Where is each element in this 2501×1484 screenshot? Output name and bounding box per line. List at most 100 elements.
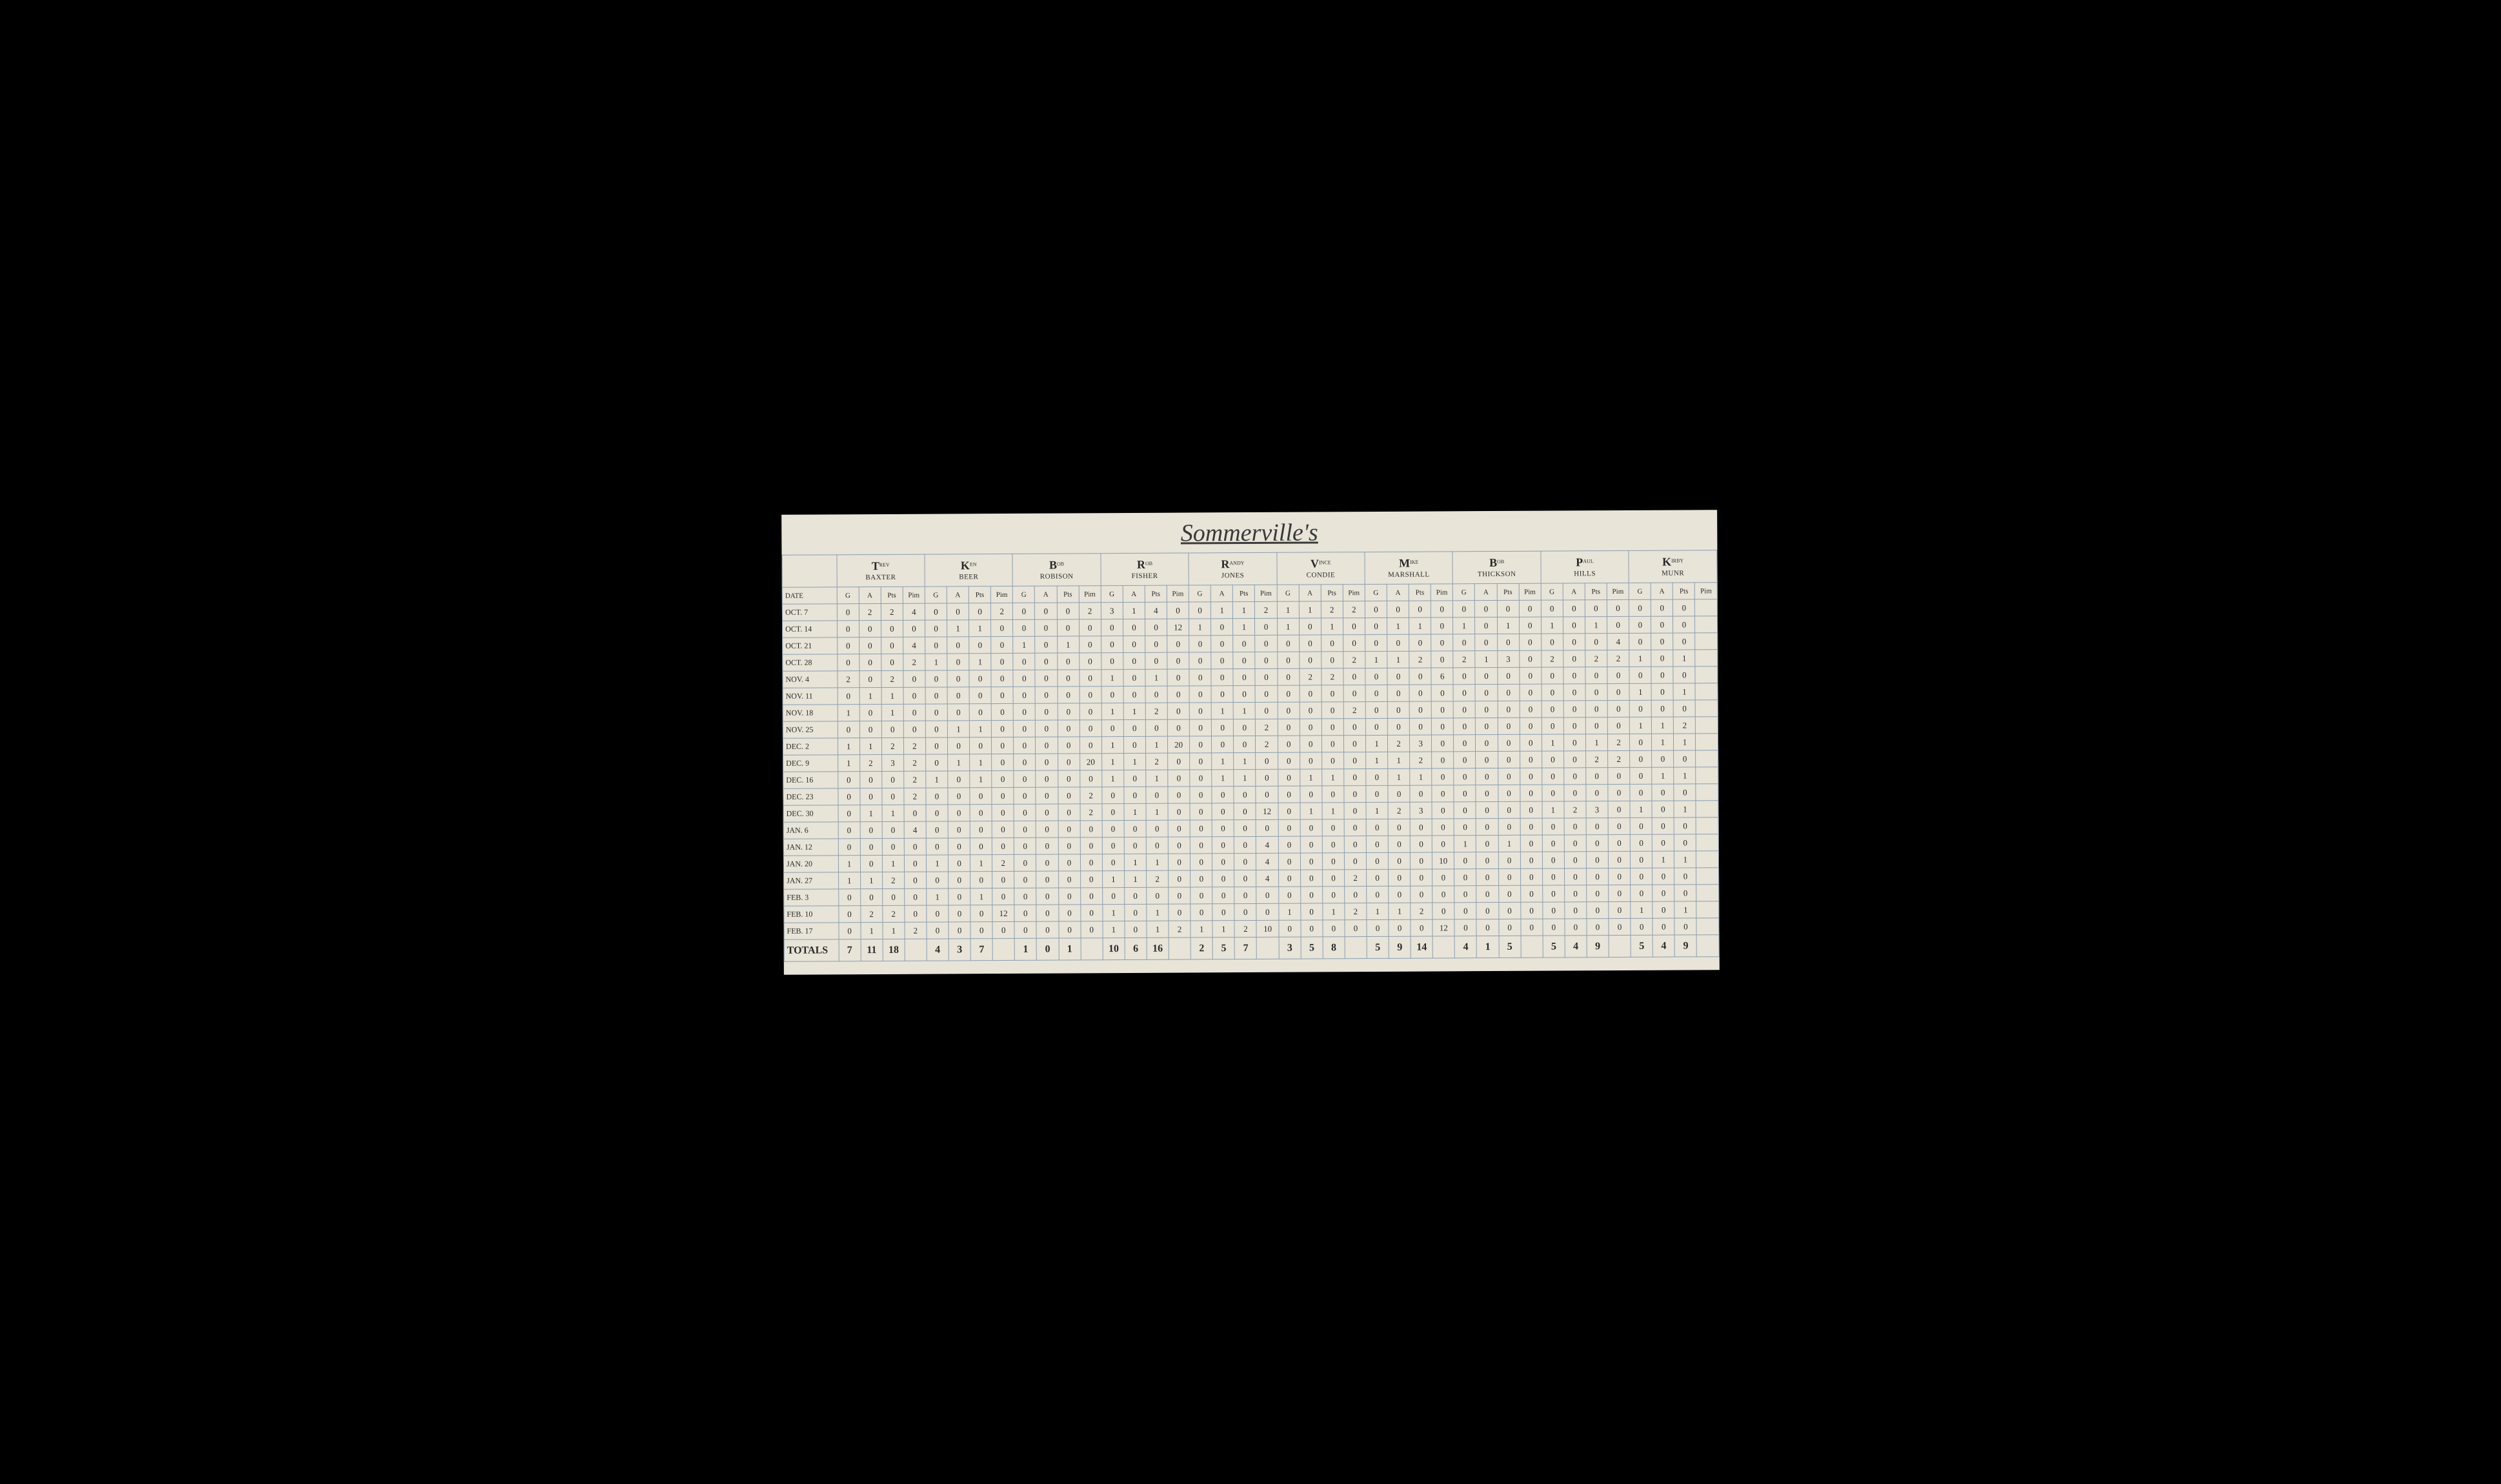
stat-cell: 0 — [1277, 652, 1299, 668]
stat-cell: 0 — [992, 720, 1014, 737]
stat-cell — [1696, 884, 1719, 901]
stat-header: Pts — [1497, 583, 1519, 600]
stat-cell: 1 — [1278, 903, 1300, 920]
stat-cell: 0 — [1124, 820, 1146, 837]
stat-cell: 0 — [1629, 700, 1651, 717]
stat-cell: 1 — [859, 687, 881, 704]
stat-cell: 0 — [1454, 868, 1476, 885]
stat-cell: 0 — [1520, 667, 1542, 684]
stat-cell: 2 — [1343, 651, 1365, 668]
stat-header: Pim — [903, 587, 925, 603]
stat-cell: 1 — [926, 770, 948, 787]
stat-cell: 0 — [1233, 685, 1255, 702]
stat-cell: 0 — [1278, 819, 1300, 836]
stat-cell: 0 — [1432, 835, 1454, 852]
stat-cell: 0 — [903, 721, 925, 737]
stat-cell — [1696, 699, 1718, 716]
player-initial: P — [1576, 556, 1583, 568]
stat-cell: 0 — [1036, 888, 1058, 905]
stat-cell: 0 — [947, 670, 969, 687]
stat-cell: 1 — [1101, 753, 1123, 770]
stat-header: G — [1541, 583, 1563, 599]
stat-cell: 0 — [1189, 685, 1211, 702]
stat-cell: 0 — [1542, 717, 1563, 734]
stat-cell: 0 — [1564, 817, 1586, 834]
date-cell: JAN. 6 — [783, 821, 838, 838]
stat-cell: 0 — [838, 838, 860, 855]
stat-cell: 1 — [1542, 801, 1564, 817]
totals-row: TOTALS7111843710110616257358591441554954… — [784, 934, 1719, 961]
stat-cell: 0 — [1169, 870, 1190, 887]
stat-cell: 0 — [1278, 803, 1300, 819]
stat-cell: 0 — [992, 737, 1014, 754]
stat-cell: 0 — [1520, 835, 1542, 852]
stat-cell: 0 — [1057, 619, 1079, 636]
stat-cell: 0 — [1631, 885, 1652, 901]
stat-cell: 0 — [905, 888, 927, 905]
stat-cell: 0 — [881, 721, 903, 737]
stat-cell: 2 — [837, 670, 859, 687]
stat-cell: 0 — [1212, 736, 1234, 752]
stat-cell: 0 — [1014, 837, 1036, 854]
stat-cell: 0 — [1607, 599, 1629, 616]
stat-cell: 1 — [838, 872, 860, 888]
stat-cell: 0 — [948, 787, 970, 804]
player-initial: K — [1662, 555, 1671, 568]
stat-cell: 0 — [1036, 837, 1058, 854]
stat-cell: 1 — [970, 888, 992, 905]
stat-cell: 0 — [970, 905, 992, 921]
stat-cell: 0 — [1366, 768, 1388, 785]
stat-cell: 0 — [1345, 919, 1367, 936]
stat-cell: 0 — [1409, 701, 1431, 718]
stat-cell: 0 — [1255, 618, 1277, 635]
stat-cell: 0 — [1256, 786, 1278, 803]
stat-header: Pim — [1079, 585, 1101, 602]
stat-cell: 1 — [1366, 752, 1388, 768]
stat-cell: 1 — [838, 754, 859, 771]
stat-cell: 1 — [1389, 903, 1411, 919]
stat-cell: 0 — [1609, 885, 1631, 901]
stat-cell: 0 — [881, 654, 903, 670]
stat-cell: 1 — [1057, 636, 1079, 652]
stat-cell: 0 — [1278, 719, 1300, 736]
stat-cell: 0 — [1278, 853, 1300, 870]
stat-cell: 0 — [1300, 869, 1322, 886]
stat-cell: 0 — [881, 771, 903, 788]
stat-cell: 0 — [1520, 852, 1542, 868]
stat-cell: 0 — [1190, 903, 1212, 920]
player-header: TREVBAXTER — [837, 554, 925, 587]
stat-cell: 0 — [947, 737, 969, 754]
stat-cell: 0 — [1498, 801, 1520, 818]
totals-cell — [1697, 934, 1720, 956]
stat-cell: 1 — [883, 922, 905, 939]
stat-cell: 0 — [1652, 901, 1674, 918]
stat-cell: 0 — [903, 670, 925, 687]
stat-cell: 0 — [1652, 834, 1674, 851]
totals-cell: 5 — [1543, 935, 1565, 957]
stat-cell: 2 — [881, 670, 903, 687]
stat-cell: 0 — [903, 704, 925, 721]
stat-cell: 0 — [838, 771, 859, 788]
stat-cell: 0 — [881, 637, 903, 654]
stat-cell: 0 — [1234, 870, 1256, 887]
date-cell: DEC. 9 — [783, 754, 838, 771]
player-last: BAXTER — [865, 573, 896, 581]
stat-header: Pim — [1343, 584, 1365, 601]
stat-cell: 0 — [1541, 633, 1563, 650]
stat-cell: 0 — [925, 687, 947, 703]
stat-header: G — [1189, 585, 1210, 601]
stat-cell: 0 — [1079, 619, 1101, 636]
stat-cell: 2 — [1453, 650, 1475, 667]
stat-cell: 1 — [1101, 770, 1123, 787]
totals-cell: 18 — [883, 939, 905, 961]
stat-cell: 0 — [1278, 836, 1300, 853]
stat-cell: 0 — [1190, 853, 1212, 870]
stat-cell: 0 — [1300, 752, 1321, 768]
stat-cell: 12 — [1167, 618, 1189, 635]
stat-cell: 0 — [1058, 870, 1080, 887]
player-header: PAULHILLS — [1541, 550, 1629, 583]
stat-cell: 1 — [838, 704, 859, 721]
stat-header: A — [1651, 583, 1672, 599]
stat-cell: 0 — [838, 805, 860, 821]
stat-cell: 0 — [1674, 750, 1696, 767]
